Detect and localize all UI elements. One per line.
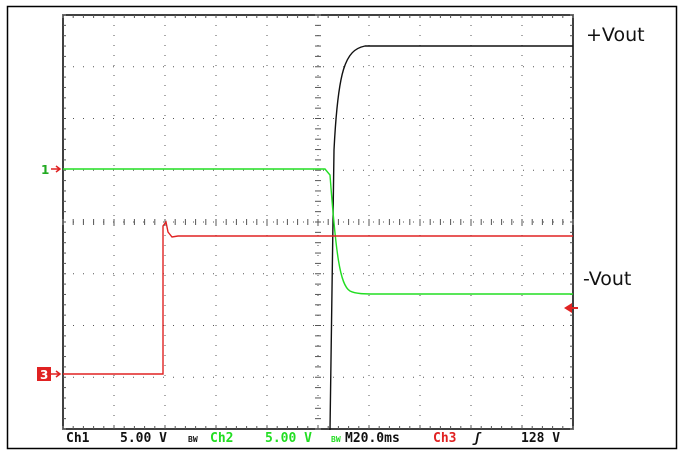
ch1-marker-label: 1	[41, 163, 49, 177]
ch3-marker-box	[37, 367, 51, 381]
ch2-scale: 5.00 V	[265, 431, 312, 446]
trigger-level-arrow-icon[interactable]	[564, 303, 578, 313]
timebase: M20.0ms	[345, 431, 400, 446]
bandwidth-limit-icon: BW	[331, 435, 341, 444]
negative-output-label: -Vout	[583, 268, 632, 290]
ch3-marker[interactable]: 3	[37, 367, 62, 382]
ch3-trace	[63, 220, 573, 375]
ch1-marker[interactable]: 1	[41, 163, 62, 177]
ch1-scale: 5.00 V	[120, 431, 167, 446]
trigger-source: Ch3	[433, 431, 456, 446]
graticule	[62, 14, 574, 430]
ch3-marker-label: 3	[40, 368, 48, 382]
arrow-right-icon	[51, 165, 62, 173]
status-bar: Ch1 5.00 V BW Ch2 5.00 V BW M20.0ms Ch3 …	[66, 431, 560, 446]
ch2-trace	[63, 168, 573, 295]
ch1-label: Ch1	[66, 431, 90, 446]
bandwidth-limit-icon: BW	[188, 435, 198, 444]
positive-output-label: +Vout	[586, 24, 645, 46]
ch2-label: Ch2	[210, 431, 233, 446]
trigger-level: 128 V	[521, 431, 560, 446]
arrow-right-icon	[51, 370, 62, 378]
trigger-slope-icon: ʃ	[472, 431, 482, 446]
ch1-trace	[329, 45, 573, 431]
gridlines	[62, 14, 574, 430]
